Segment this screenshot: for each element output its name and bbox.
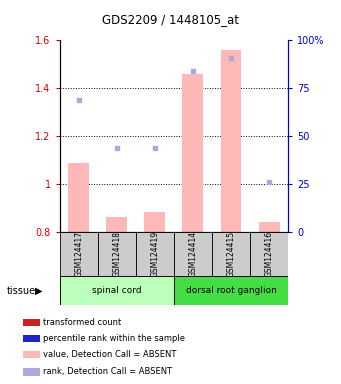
Text: GSM124414: GSM124414 xyxy=(189,231,197,278)
Text: GSM124417: GSM124417 xyxy=(74,231,83,278)
Bar xyxy=(250,232,288,276)
Text: tissue: tissue xyxy=(7,286,36,296)
Text: percentile rank within the sample: percentile rank within the sample xyxy=(43,334,185,343)
Bar xyxy=(136,232,174,276)
Bar xyxy=(106,217,127,232)
Text: GSM124418: GSM124418 xyxy=(112,232,121,277)
Point xyxy=(114,145,119,151)
Bar xyxy=(23,368,40,376)
Point xyxy=(76,97,81,103)
Point xyxy=(190,68,196,74)
Bar xyxy=(23,335,40,342)
Bar xyxy=(60,232,98,276)
Point xyxy=(266,179,272,185)
Bar xyxy=(174,232,212,276)
Text: spinal cord: spinal cord xyxy=(92,286,142,295)
Bar xyxy=(23,319,40,326)
Text: GDS2209 / 1448105_at: GDS2209 / 1448105_at xyxy=(102,13,239,26)
Text: rank, Detection Call = ABSENT: rank, Detection Call = ABSENT xyxy=(43,367,172,376)
Bar xyxy=(60,276,174,305)
Point xyxy=(228,55,234,61)
Bar xyxy=(212,232,250,276)
Text: GSM124419: GSM124419 xyxy=(150,231,159,278)
Bar xyxy=(174,276,288,305)
Text: dorsal root ganglion: dorsal root ganglion xyxy=(186,286,277,295)
Bar xyxy=(221,50,241,232)
Bar xyxy=(144,212,165,232)
Text: value, Detection Call = ABSENT: value, Detection Call = ABSENT xyxy=(43,350,177,359)
Text: GSM124416: GSM124416 xyxy=(265,231,273,278)
Bar xyxy=(98,232,136,276)
Bar xyxy=(68,163,89,232)
Text: ▶: ▶ xyxy=(35,286,43,296)
Bar xyxy=(23,351,40,358)
Text: transformed count: transformed count xyxy=(43,318,121,327)
Bar xyxy=(182,74,204,232)
Bar xyxy=(258,222,280,232)
Point xyxy=(152,145,158,151)
Text: GSM124415: GSM124415 xyxy=(226,231,236,278)
